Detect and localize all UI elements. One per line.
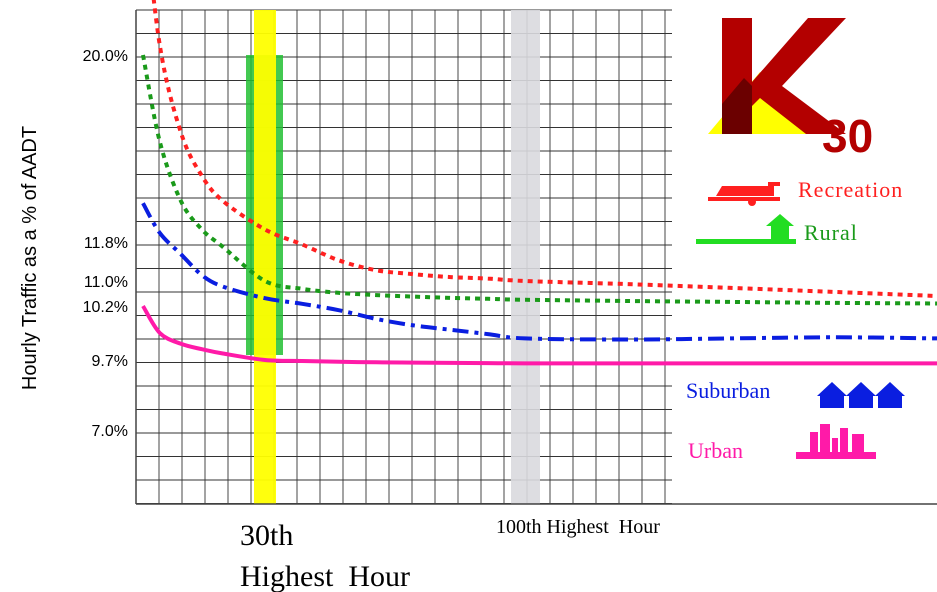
y-tick-label: 10.2% (83, 299, 128, 316)
x-marker-30th-line1: 30th (240, 519, 293, 552)
y-axis-title: Hourly Traffic as a % of AADT (19, 126, 41, 390)
legend-recreation: Recreation (708, 177, 903, 206)
y-tick-label: 11.8% (84, 235, 128, 252)
house-icon (696, 214, 796, 244)
series-line-urban (141, 304, 937, 366)
legend-label-urban: Urban (688, 438, 743, 463)
series-line-suburban (141, 202, 937, 342)
logo-subscript: 30 (822, 110, 873, 162)
y-tick-label: 9.7% (92, 353, 128, 370)
hour-100-band (511, 10, 540, 504)
y-tick-label: 7.0% (92, 423, 128, 440)
k30-logo: K 30 (0, 0, 873, 162)
series-line-recreation (151, 0, 937, 298)
y-tick-label: 11.0% (84, 274, 128, 291)
x-marker-100th: 100th Highest Hour (496, 516, 660, 538)
legend-label-suburban: Suburban (686, 378, 770, 403)
x-marker-30th-line2: Highest Hour (240, 560, 410, 592)
logo-k-letter (722, 18, 846, 134)
skyline-icon (796, 424, 876, 459)
legend-urban: Urban (688, 424, 876, 463)
logo-letter: K (0, 0, 1, 1)
legend-suburban: Suburban (686, 378, 905, 408)
houses-icon (817, 382, 905, 408)
logo-dark-overlap (722, 78, 752, 134)
y-tick-labels: 20.0% 11.8% 11.0% 10.2% 9.7% 7.0% (83, 48, 128, 440)
trailer-icon (708, 182, 780, 206)
hour-30-yellow-band (254, 10, 276, 504)
legend-label-recreation: Recreation (798, 177, 903, 202)
grid (135, 9, 672, 504)
y-tick-label: 20.0% (83, 48, 128, 65)
series-layer (141, 0, 937, 366)
legend-label-rural: Rural (804, 220, 858, 245)
legend-rural: Rural (696, 214, 858, 245)
